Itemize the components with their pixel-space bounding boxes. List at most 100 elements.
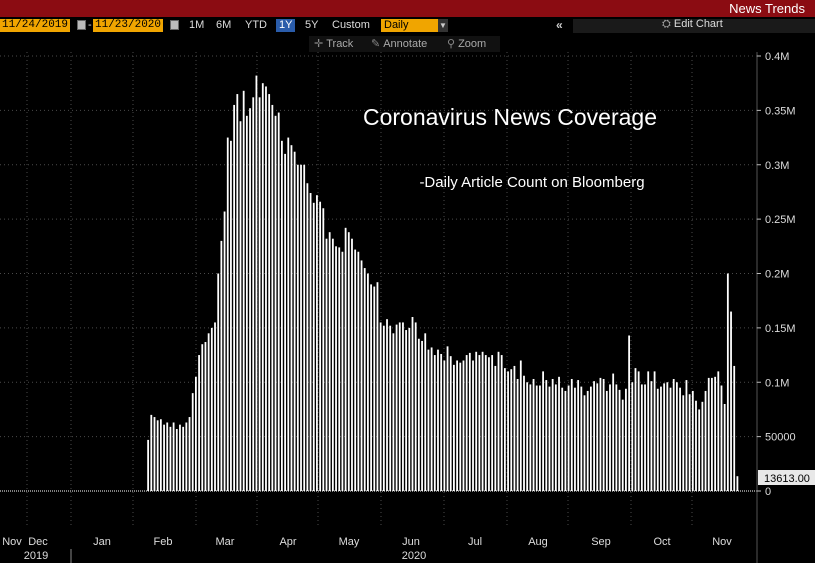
bar (430, 347, 433, 491)
last-value-label: 13613.00 (764, 473, 810, 485)
y-tick-label: 0.25M (765, 214, 796, 226)
bar (331, 238, 334, 491)
bar (589, 386, 592, 491)
chart-title: Coronavirus News Coverage (363, 104, 657, 130)
calendar-icon[interactable] (170, 20, 179, 30)
chevron-down-icon[interactable]: ▼ (438, 19, 448, 32)
bar (204, 342, 207, 491)
y-tick-label: 0.15M (765, 323, 796, 335)
bar (615, 384, 618, 491)
bar (306, 183, 309, 492)
bar (519, 360, 522, 491)
annotate-button[interactable]: ✎ Annotate (371, 37, 427, 50)
bar (201, 344, 204, 491)
bar (191, 393, 194, 492)
bar (644, 384, 646, 491)
bars (147, 75, 739, 492)
bar (660, 386, 662, 491)
bar (618, 389, 621, 491)
bar (268, 94, 271, 491)
bar (437, 349, 439, 492)
calendar-icon[interactable] (77, 20, 86, 30)
bar (207, 333, 210, 491)
bar (354, 249, 357, 491)
bar (602, 378, 605, 491)
x-tick-label: Oct (653, 536, 670, 548)
bar (481, 351, 484, 491)
bar (698, 409, 701, 491)
bar (153, 417, 156, 491)
x-tick-label: Apr (279, 536, 296, 548)
last-value-box (758, 470, 815, 485)
bar (245, 115, 248, 491)
bar (545, 380, 548, 491)
bar (395, 324, 398, 491)
bar (726, 273, 729, 491)
bar (723, 404, 726, 491)
zoom-button[interactable]: ⚲ Zoom (447, 37, 486, 50)
bar (382, 325, 385, 491)
bar (166, 422, 169, 491)
bar (271, 104, 274, 491)
bar (529, 384, 532, 491)
bar (554, 384, 557, 491)
edit-chart-button[interactable]: ⛭ Edit Chart (662, 18, 723, 31)
x-axis: Nov Dec Jan Feb Mar Apr May Jun Jul Aug Sep Oct Nov2… (2, 536, 732, 563)
bar (730, 311, 732, 491)
range-custom-button[interactable]: Custom (332, 19, 370, 31)
track-button[interactable]: ✛ Track (314, 37, 353, 50)
bar (159, 419, 162, 491)
toolbar: 11/24/2019 - 11/23/2020 1M 6M YTD 1Y 5Y … (0, 17, 815, 35)
bar (287, 137, 290, 491)
frequency-value: Daily (384, 19, 409, 31)
bar (446, 346, 449, 491)
pencil-icon: ✎ (371, 38, 381, 50)
bar (507, 371, 509, 492)
bar (640, 384, 643, 491)
bar (169, 426, 172, 491)
bar (736, 476, 739, 491)
frequency-select[interactable]: Daily ▼ (381, 19, 448, 32)
range-5y-button[interactable]: 5Y (305, 19, 319, 31)
bar (580, 386, 583, 491)
bar (459, 362, 462, 491)
bar (717, 371, 720, 492)
bar (303, 164, 306, 491)
bar (443, 360, 446, 491)
bar (341, 251, 344, 491)
bar (188, 417, 191, 491)
bar (609, 384, 611, 491)
range-1m-button[interactable]: 1M (189, 19, 205, 31)
start-date-field[interactable]: 11/24/2019 (0, 19, 71, 32)
bar (475, 351, 478, 491)
bar (605, 390, 608, 491)
range-ytd-button[interactable]: YTD (245, 19, 267, 31)
bar (679, 387, 681, 491)
bar (577, 380, 580, 491)
bar (296, 164, 299, 491)
y-tick-label: 50000 (765, 432, 796, 444)
bar (277, 112, 280, 492)
magnifier-icon: ⚲ (447, 38, 456, 50)
bar (163, 424, 165, 491)
bar (714, 376, 717, 491)
bar (663, 383, 666, 491)
bar (405, 330, 408, 491)
bar (596, 383, 599, 491)
end-date-field[interactable]: 11/23/2020 (93, 19, 164, 32)
bar (386, 319, 388, 491)
bar (551, 378, 554, 491)
bar (309, 193, 312, 491)
y-tick-label: 0 (765, 486, 771, 498)
bar (156, 420, 159, 491)
range-6m-button[interactable]: 6M (216, 19, 232, 31)
collapse-button[interactable]: « (556, 18, 563, 32)
bar (669, 387, 672, 491)
bar (319, 201, 322, 491)
bar (516, 378, 519, 491)
bar (179, 424, 181, 491)
bar (593, 381, 595, 491)
bar (414, 322, 417, 491)
bar (532, 378, 535, 491)
range-1y-button[interactable]: 1Y (276, 19, 296, 32)
